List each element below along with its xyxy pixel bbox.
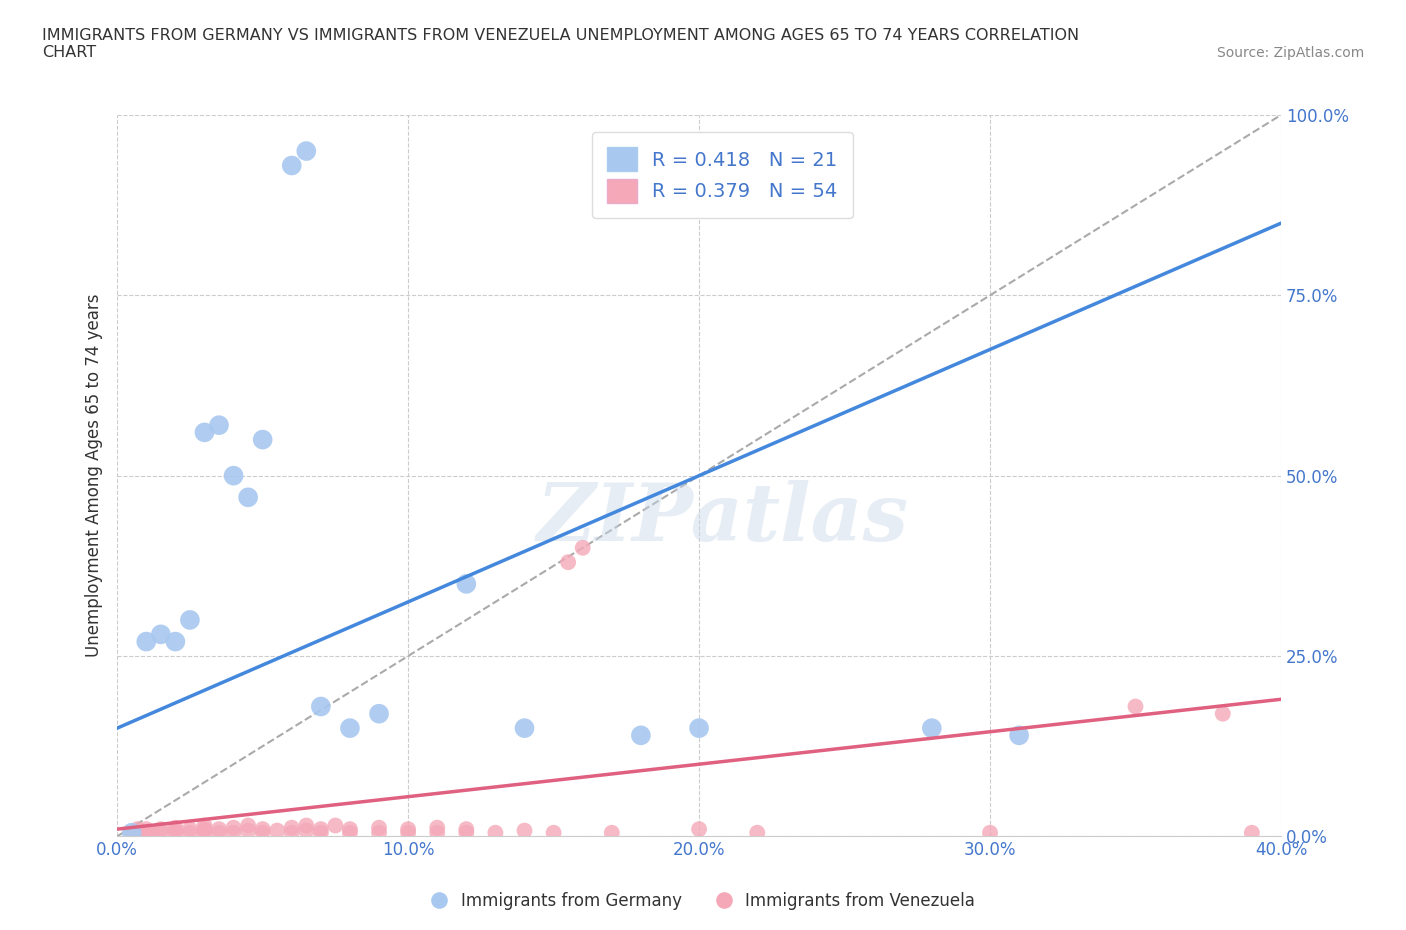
Point: [396, 825, 419, 840]
Point: [456, 822, 478, 837]
Point: [121, 825, 143, 840]
Point: [121, 825, 143, 840]
Point: [281, 158, 304, 173]
Point: [222, 820, 245, 835]
Point: [149, 627, 172, 642]
Point: [252, 432, 274, 447]
Point: [179, 825, 201, 840]
Point: [295, 143, 318, 158]
Text: Source: ZipAtlas.com: Source: ZipAtlas.com: [1216, 46, 1364, 60]
Point: [193, 822, 215, 837]
Point: [630, 728, 652, 743]
Point: [600, 825, 623, 840]
Point: [1212, 706, 1234, 721]
Point: [325, 818, 347, 833]
Point: [208, 418, 231, 432]
Point: [426, 825, 449, 840]
Point: [295, 818, 318, 833]
Point: [222, 825, 245, 840]
Point: [543, 825, 565, 840]
Point: [141, 825, 163, 840]
Point: [135, 822, 157, 837]
Point: [456, 577, 478, 591]
Point: [252, 825, 274, 840]
Point: [513, 721, 536, 736]
Point: [339, 825, 361, 840]
Point: [165, 825, 187, 840]
Point: [368, 820, 391, 835]
Point: [208, 825, 231, 840]
Y-axis label: Unemployment Among Ages 65 to 74 years: Unemployment Among Ages 65 to 74 years: [86, 294, 103, 658]
Point: [165, 823, 187, 838]
Point: [688, 721, 710, 736]
Point: [208, 822, 231, 837]
Point: [339, 822, 361, 837]
Point: [149, 825, 172, 840]
Point: [127, 822, 149, 837]
Point: [747, 825, 769, 840]
Point: [368, 706, 391, 721]
Point: [1125, 699, 1147, 714]
Point: [179, 822, 201, 837]
Point: [309, 822, 332, 837]
Point: [921, 721, 943, 736]
Point: [193, 823, 215, 838]
Point: [979, 825, 1001, 840]
Point: [688, 822, 710, 837]
Legend: R = 0.418   N = 21, R = 0.379   N = 54: R = 0.418 N = 21, R = 0.379 N = 54: [592, 132, 853, 219]
Point: [281, 825, 304, 840]
Point: [309, 699, 332, 714]
Point: [222, 468, 245, 483]
Text: ZIPatlas: ZIPatlas: [536, 480, 908, 558]
Point: [456, 825, 478, 840]
Point: [513, 823, 536, 838]
Point: [426, 820, 449, 835]
Point: [309, 825, 332, 840]
Point: [193, 825, 215, 840]
Point: [281, 820, 304, 835]
Point: [193, 425, 215, 440]
Point: [165, 634, 187, 649]
Point: [484, 825, 506, 840]
Point: [236, 823, 259, 838]
Point: [193, 818, 215, 833]
Point: [149, 822, 172, 837]
Point: [557, 555, 579, 570]
Point: [252, 822, 274, 837]
Point: [236, 490, 259, 505]
Point: [1240, 825, 1263, 840]
Text: IMMIGRANTS FROM GERMANY VS IMMIGRANTS FROM VENEZUELA UNEMPLOYMENT AMONG AGES 65 : IMMIGRANTS FROM GERMANY VS IMMIGRANTS FR…: [42, 28, 1080, 60]
Legend: Immigrants from Germany, Immigrants from Venezuela: Immigrants from Germany, Immigrants from…: [425, 885, 981, 917]
Point: [339, 721, 361, 736]
Point: [396, 822, 419, 837]
Point: [135, 825, 157, 840]
Point: [1008, 728, 1031, 743]
Point: [236, 818, 259, 833]
Point: [135, 634, 157, 649]
Point: [368, 825, 391, 840]
Point: [179, 613, 201, 628]
Point: [266, 823, 288, 838]
Point: [295, 823, 318, 838]
Point: [165, 820, 187, 835]
Point: [571, 540, 593, 555]
